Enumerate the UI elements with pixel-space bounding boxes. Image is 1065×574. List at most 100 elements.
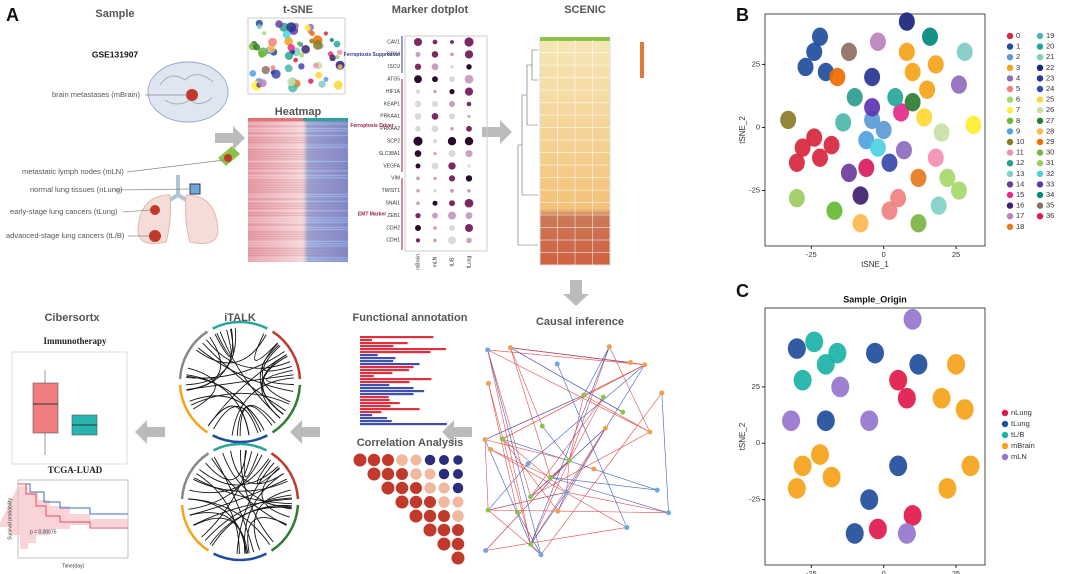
dot	[415, 163, 421, 169]
dot	[287, 77, 296, 87]
chord	[193, 498, 292, 526]
node	[620, 409, 626, 415]
x-axis-label: tSNE_1	[861, 260, 889, 269]
chord	[188, 454, 263, 510]
cluster-point	[858, 158, 875, 178]
cluster-point	[816, 410, 835, 432]
stripe	[248, 247, 348, 249]
panel-label: B	[736, 5, 749, 25]
stripe	[248, 215, 348, 216]
legend-swatch	[1006, 138, 1014, 146]
legend-label: 0	[1016, 31, 1020, 40]
dot	[258, 79, 267, 88]
chord	[261, 467, 290, 518]
cluster-point	[927, 148, 944, 167]
site	[150, 205, 160, 215]
legend-label: 34	[1046, 190, 1054, 199]
dot	[323, 76, 329, 82]
edge	[510, 347, 551, 478]
node	[666, 510, 672, 516]
gene-label: KEAP1	[384, 101, 400, 107]
node	[563, 489, 569, 495]
cell	[438, 482, 450, 494]
cluster-point	[903, 308, 922, 330]
chord	[189, 458, 270, 494]
stripe	[248, 212, 348, 214]
bar	[360, 390, 425, 393]
sample-label: tLung	[466, 256, 472, 269]
bar	[360, 366, 414, 369]
arc	[270, 452, 300, 500]
node	[539, 423, 545, 429]
functional-bars	[360, 336, 447, 426]
stripe	[248, 139, 348, 141]
cluster-point	[787, 478, 806, 499]
edge	[527, 364, 645, 464]
legend-label: 11	[1016, 148, 1024, 157]
cluster-point	[897, 523, 916, 544]
stripe	[248, 146, 348, 148]
site	[224, 154, 232, 162]
cluster-point	[793, 455, 812, 477]
gene-label: PRKAA2	[380, 126, 400, 132]
arc	[271, 384, 302, 434]
dot	[337, 64, 343, 70]
node	[628, 360, 634, 366]
chord	[189, 478, 287, 516]
chord	[266, 369, 294, 386]
stripe	[248, 172, 348, 174]
cluster-point	[797, 57, 814, 77]
x-tick-label: -25	[806, 250, 817, 259]
chord	[262, 345, 291, 403]
legend-swatch	[1036, 117, 1044, 125]
dot	[433, 226, 437, 230]
stripe	[248, 132, 348, 134]
node	[554, 361, 560, 367]
y-tick-label: 25	[752, 382, 760, 391]
edge	[568, 395, 585, 461]
stripe	[248, 189, 348, 191]
dot	[415, 125, 421, 132]
cell	[453, 455, 463, 465]
legend-label: 30	[1046, 148, 1054, 157]
stripe	[248, 240, 348, 242]
arc	[212, 442, 268, 452]
stripe	[248, 177, 348, 179]
edge	[530, 431, 650, 497]
dot	[432, 200, 438, 206]
stripe	[248, 222, 348, 224]
arrows	[135, 120, 589, 444]
dot	[318, 80, 326, 88]
dot	[450, 188, 454, 193]
legend-swatch	[1006, 213, 1014, 220]
stripe	[248, 149, 348, 151]
bar	[360, 387, 414, 390]
cell	[452, 510, 464, 522]
chord	[253, 489, 291, 551]
edge	[502, 438, 567, 493]
chord	[230, 450, 284, 485]
gene-label: TWIST1	[382, 188, 401, 194]
cluster-point	[933, 123, 950, 142]
bar	[360, 414, 373, 417]
cluster-point	[916, 108, 933, 127]
bar	[360, 336, 434, 339]
edge	[583, 346, 610, 396]
dot	[466, 64, 472, 70]
cluster-point	[903, 505, 922, 526]
box-plot-frame	[11, 351, 128, 465]
node	[485, 507, 491, 513]
legend-swatch	[1036, 85, 1044, 93]
gene-label: CDH2	[386, 225, 400, 231]
legend-label: 6	[1016, 95, 1020, 104]
cluster-point	[889, 369, 908, 391]
dot	[261, 65, 270, 75]
arc	[212, 434, 268, 444]
node	[488, 446, 494, 452]
edge	[484, 439, 570, 461]
legend-swatch	[1036, 107, 1044, 114]
node	[528, 541, 534, 547]
bar	[360, 372, 393, 375]
title: Heatmap	[275, 106, 322, 118]
edge	[484, 439, 489, 511]
